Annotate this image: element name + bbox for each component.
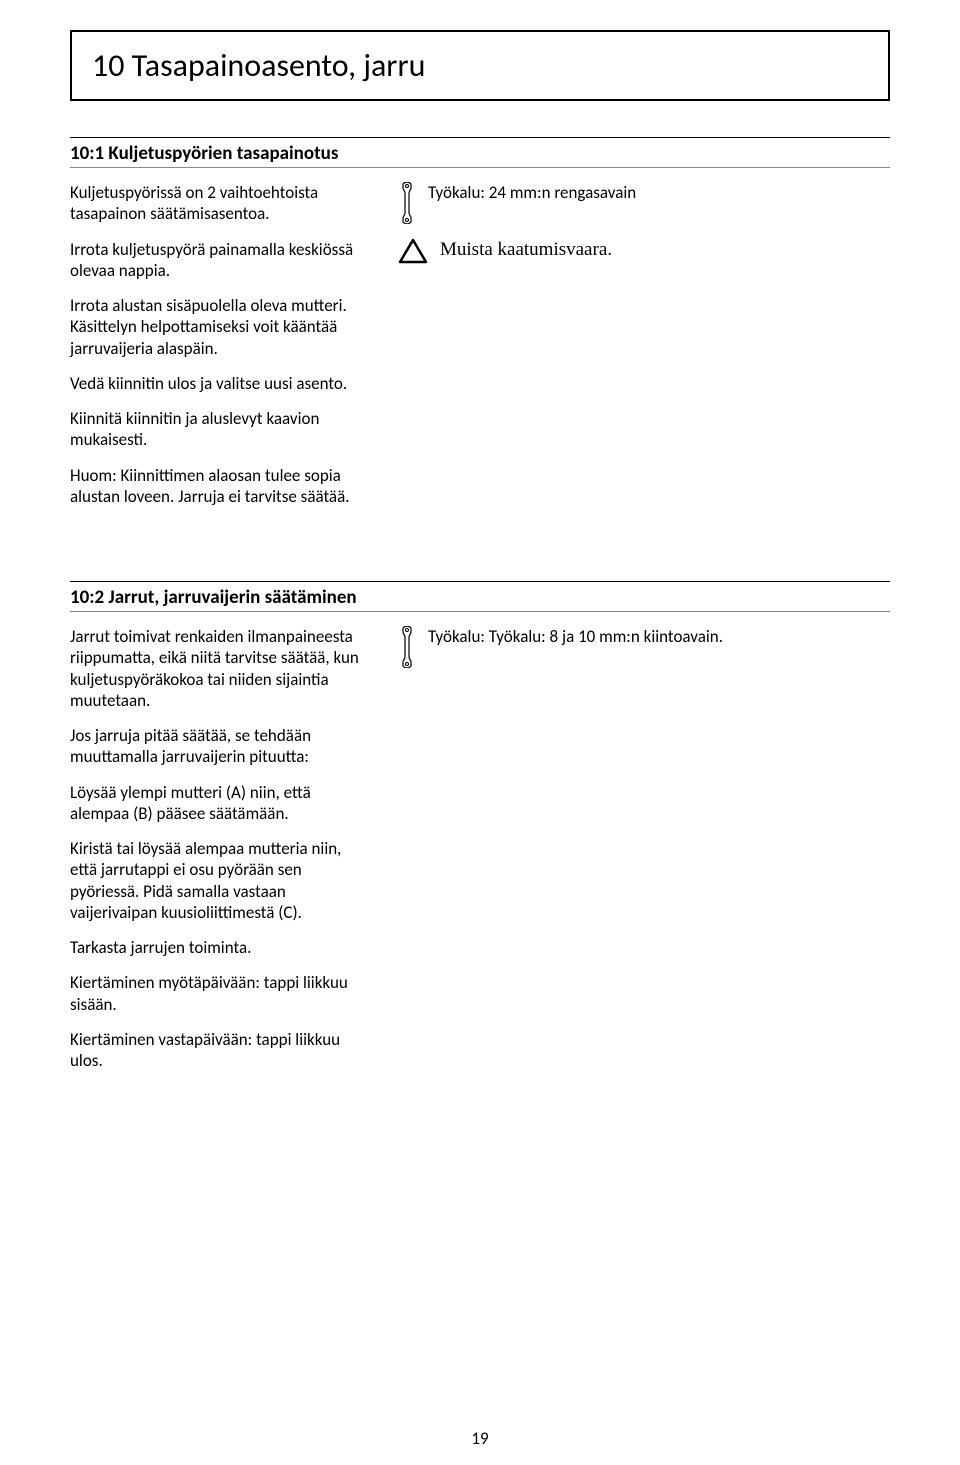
wrench-icon xyxy=(398,626,416,668)
page-number: 19 xyxy=(0,1428,960,1449)
title-box: 10 Tasapainoasento, jarru xyxy=(70,30,890,101)
body-text: Löysää ylempi mutteri (A) niin, että ale… xyxy=(70,782,370,825)
page-title: 10 Tasapainoasento, jarru xyxy=(92,46,868,85)
section-1-right: Työkalu: 24 mm:n rengasavain Muista kaat… xyxy=(398,182,890,521)
section-10-2: 10:2 Jarrut, jarruvaijerin säätäminen Ja… xyxy=(70,581,890,1085)
section-2-columns: Jarrut toimivat renkaiden ilmanpaineesta… xyxy=(70,626,890,1085)
tool-label: Työkalu: 24 mm:n rengasavain xyxy=(428,182,636,203)
tool-label: Työkalu: Työkalu: 8 ja 10 mm:n kiintoava… xyxy=(428,626,723,647)
body-text: Vedä kiinnitin ulos ja valitse uusi asen… xyxy=(70,373,370,394)
section-2-right: Työkalu: Työkalu: 8 ja 10 mm:n kiintoava… xyxy=(398,626,890,1085)
body-text: Irrota kuljetuspyörä painamalla keskiöss… xyxy=(70,239,370,282)
body-text: Kuljetuspyörissä on 2 vaihtoehtoista tas… xyxy=(70,182,370,225)
section-heading-2: 10:2 Jarrut, jarruvaijerin säätäminen xyxy=(70,581,890,612)
section-heading-1: 10:1 Kuljetuspyörien tasapainotus xyxy=(70,137,890,168)
body-text: Irrota alustan sisäpuolella oleva mutter… xyxy=(70,295,370,359)
section-1-columns: Kuljetuspyörissä on 2 vaihtoehtoista tas… xyxy=(70,182,890,521)
body-text: Huom: Kiinnittimen alaosan tulee sopia a… xyxy=(70,465,370,508)
tool-row: Työkalu: 24 mm:n rengasavain xyxy=(398,182,890,224)
body-text: Kiristä tai löysää alempaa mutteria niin… xyxy=(70,838,370,923)
body-text: Jos jarruja pitää säätää, se tehdään muu… xyxy=(70,725,370,768)
body-text: Tarkasta jarrujen toiminta. xyxy=(70,937,370,958)
section-1-left: Kuljetuspyörissä on 2 vaihtoehtoista tas… xyxy=(70,182,370,521)
body-text: Kiertäminen vastapäivään: tappi liikkuu … xyxy=(70,1029,370,1072)
tool-row: Työkalu: Työkalu: 8 ja 10 mm:n kiintoava… xyxy=(398,626,890,668)
warning-icon xyxy=(398,238,428,264)
warning-label: Muista kaatumisvaara. xyxy=(440,238,612,262)
body-text: Kiinnitä kiinnitin ja aluslevyt kaavion … xyxy=(70,408,370,451)
body-text: Jarrut toimivat renkaiden ilmanpaineesta… xyxy=(70,626,370,711)
section-10-1: 10:1 Kuljetuspyörien tasapainotus Kuljet… xyxy=(70,137,890,521)
wrench-icon xyxy=(398,182,416,224)
warning-row: Muista kaatumisvaara. xyxy=(398,238,890,264)
body-text: Kiertäminen myötäpäivään: tappi liikkuu … xyxy=(70,972,370,1015)
section-2-left: Jarrut toimivat renkaiden ilmanpaineesta… xyxy=(70,626,370,1085)
